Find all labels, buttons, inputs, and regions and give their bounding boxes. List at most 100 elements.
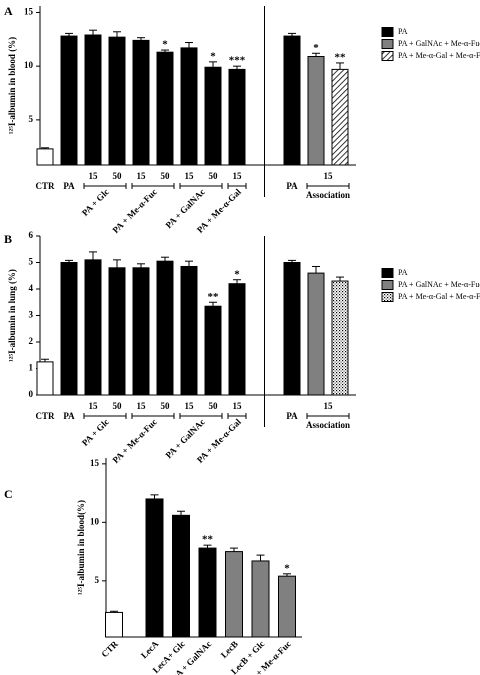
- legend-swatch: [381, 39, 394, 49]
- bar: [60, 35, 78, 166]
- bar: [84, 34, 102, 166]
- x-tick-label: 15: [233, 401, 243, 411]
- x-tick-label: 15: [89, 171, 99, 181]
- y-tick-label: 0: [29, 389, 34, 399]
- legend-swatch: [381, 268, 394, 278]
- x-tick-label: PA: [286, 181, 298, 191]
- x-tick-label: 50: [209, 171, 219, 181]
- significance: **: [202, 534, 214, 546]
- y-tick-label: 3: [29, 310, 34, 320]
- y-tick-label: 4: [29, 283, 34, 293]
- bar: [307, 272, 325, 396]
- y-tick-label: 2: [29, 336, 34, 346]
- legend-swatch: [381, 51, 394, 61]
- y-tick-label: 15: [90, 458, 100, 468]
- significance: ***: [229, 55, 246, 67]
- significance: *: [284, 562, 290, 574]
- bar: [108, 267, 126, 396]
- legend-label: PA: [398, 27, 408, 36]
- y-tick-label: 1: [29, 363, 34, 373]
- x-tick-label: 15: [324, 401, 334, 411]
- x-tick-label: 15: [137, 171, 147, 181]
- bar: [180, 47, 198, 166]
- x-tick-label: CTR: [99, 638, 120, 659]
- bar: [331, 68, 349, 166]
- legend-label: PA + GalNAc + Me-α-Fuc: [398, 39, 480, 48]
- x-tick-label: 15: [185, 171, 195, 181]
- y-tick-label: 15: [24, 7, 34, 17]
- legend-swatch: [381, 280, 394, 290]
- significance: *: [162, 39, 168, 51]
- legend-label: PA + Me-α-Gal + Me-α-Fuc: [398, 51, 480, 60]
- bar: [198, 547, 217, 638]
- bar: [132, 267, 150, 396]
- bar: [105, 611, 123, 638]
- bar: [225, 551, 243, 638]
- x-tick-label: PA: [63, 181, 75, 191]
- x-tick-label: 15: [324, 171, 334, 181]
- legend-swatch: [381, 292, 394, 302]
- panel-letter: A: [4, 4, 13, 18]
- x-tick-label: 15: [89, 401, 99, 411]
- group-label: PA + Me-α-Fuc: [110, 417, 158, 465]
- significance: *: [210, 50, 216, 62]
- x-tick-label: 50: [113, 401, 123, 411]
- bar: [145, 498, 164, 638]
- y-axis-label: ¹²⁵I-albumin in lung (%): [7, 269, 17, 362]
- x-tick-label: 50: [161, 401, 171, 411]
- bar: [156, 51, 174, 166]
- x-tick-label: LecA: [139, 638, 161, 660]
- bar: [36, 361, 54, 396]
- x-tick-label: PA: [63, 411, 75, 421]
- x-tick-label: 15: [137, 401, 147, 411]
- bar: [283, 35, 301, 166]
- bar: [278, 575, 296, 638]
- group-label: Association: [306, 420, 350, 430]
- x-tick-label: 15: [185, 401, 195, 411]
- y-tick-label: 6: [29, 230, 34, 240]
- y-tick-label: 5: [29, 114, 34, 124]
- x-tick-label: 50: [161, 171, 171, 181]
- x-tick-label: CTR: [35, 411, 55, 421]
- significance: **: [208, 291, 220, 303]
- bar: [60, 262, 78, 396]
- bar: [156, 260, 174, 396]
- group-label: Association: [306, 190, 350, 200]
- panel-letter: B: [4, 232, 12, 246]
- panel-letter: C: [4, 487, 13, 501]
- bar: [84, 259, 102, 396]
- bar: [204, 305, 222, 396]
- bar: [132, 39, 150, 166]
- bar: [228, 283, 246, 396]
- group-label: PA + Glc: [80, 187, 111, 218]
- y-tick-label: 10: [24, 60, 34, 70]
- bar: [283, 262, 301, 396]
- bar: [204, 66, 222, 166]
- bar: [307, 55, 325, 166]
- group-label: PA + Glc: [80, 417, 111, 448]
- x-tick-label: 50: [113, 171, 123, 181]
- group-label: PA + Me-α-Fuc: [110, 187, 158, 235]
- legend-label: PA: [398, 268, 408, 277]
- bar: [108, 36, 126, 166]
- x-tick-label: 15: [233, 171, 243, 181]
- y-tick-label: 10: [90, 516, 100, 526]
- bar: [172, 514, 190, 638]
- legend-label: PA + Me-α-Gal + Me-α-Fuc: [398, 292, 480, 301]
- significance: *: [234, 268, 240, 280]
- bar: [180, 265, 198, 396]
- x-tick-label: 50: [209, 401, 219, 411]
- y-tick-label: 5: [95, 575, 100, 585]
- x-tick-label: LecB: [219, 639, 240, 660]
- significance: *: [313, 42, 319, 54]
- legend-swatch: [381, 27, 394, 37]
- significance: **: [335, 51, 347, 63]
- bar: [251, 560, 270, 638]
- bar: [228, 68, 246, 166]
- x-tick-label: CTR: [35, 181, 55, 191]
- x-tick-label: PA: [286, 411, 298, 421]
- y-axis-label: ¹²⁵I-albumin in blood (%): [7, 37, 17, 134]
- y-tick-label: 5: [29, 257, 34, 267]
- legend-label: PA + GalNAc + Me-α-Fuc: [398, 280, 480, 289]
